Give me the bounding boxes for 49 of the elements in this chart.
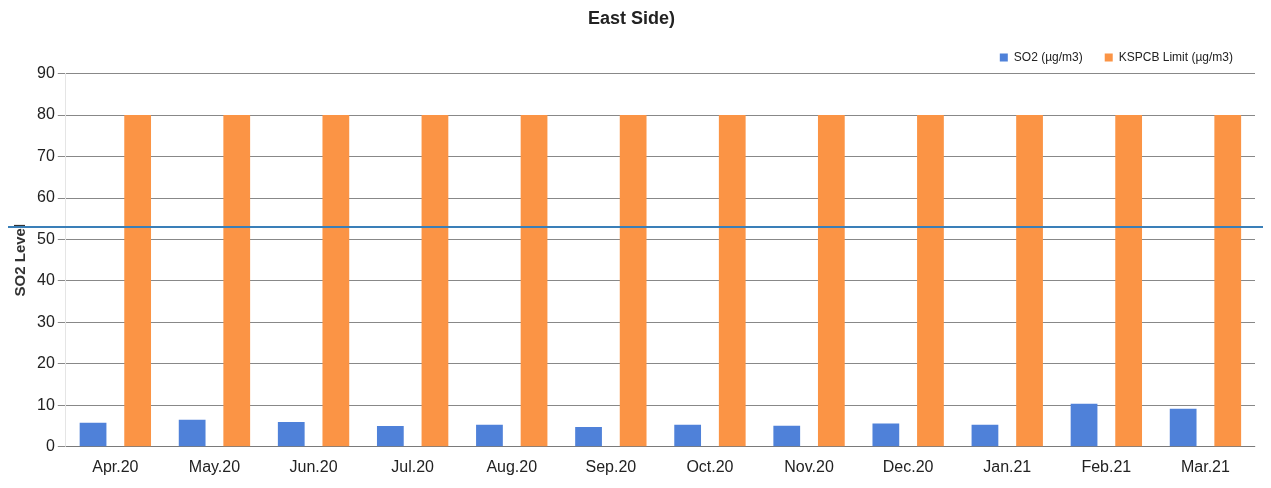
bar — [1169, 408, 1197, 447]
bar — [520, 115, 548, 447]
bar — [476, 424, 503, 447]
x-tick-label: Dec.20 — [882, 457, 934, 475]
y-tick-label: 0 — [45, 437, 55, 455]
y-tick-label: 50 — [37, 229, 55, 247]
y-tick-label: 10 — [37, 395, 55, 413]
x-tick-label: Jan.21 — [983, 457, 1032, 475]
x-tick-label: Apr.20 — [92, 457, 139, 475]
bar — [1070, 403, 1098, 447]
bar — [872, 423, 900, 447]
bar — [917, 115, 944, 447]
bar — [79, 422, 107, 447]
legend-label: KSPCB Limit (µg/m3) — [1118, 49, 1234, 64]
bar — [674, 424, 702, 447]
bar — [124, 115, 152, 447]
x-tick-label: Sep.20 — [585, 457, 637, 475]
y-tick-label: 40 — [37, 271, 55, 289]
legend-label: SO2 (µg/m3) — [1013, 49, 1083, 64]
bar — [322, 115, 350, 447]
bar — [971, 424, 999, 447]
bar — [619, 115, 647, 447]
bar — [718, 115, 746, 447]
y-tick-label: 70 — [37, 146, 55, 164]
x-tick-label: Feb.21 — [1081, 457, 1132, 475]
x-tick-label: Mar.21 — [1180, 457, 1230, 475]
bar — [1115, 115, 1143, 447]
x-tick-label: Jul.20 — [391, 457, 435, 475]
x-tick-label: Oct.20 — [686, 457, 734, 475]
x-tick-label: Jun.20 — [289, 457, 338, 475]
y-tick-label: 90 — [37, 64, 55, 82]
y-tick-label: 80 — [37, 105, 55, 123]
bar — [575, 426, 602, 447]
bar — [277, 421, 305, 447]
y-tick-label: 20 — [37, 354, 55, 372]
y-tick-label: 30 — [37, 312, 55, 330]
x-tick-label: May.20 — [188, 457, 241, 475]
bar — [223, 115, 251, 447]
bar — [1214, 115, 1242, 447]
bar — [376, 426, 404, 447]
bar — [773, 425, 801, 447]
bar — [178, 419, 206, 447]
x-tick-label: Aug.20 — [486, 457, 538, 475]
bar — [421, 115, 449, 447]
y-tick-label: 60 — [37, 188, 55, 206]
x-tick-label: Nov.20 — [784, 457, 834, 475]
bar — [817, 115, 845, 447]
bar — [1016, 115, 1043, 447]
chart-title: East Side) — [587, 7, 676, 28]
